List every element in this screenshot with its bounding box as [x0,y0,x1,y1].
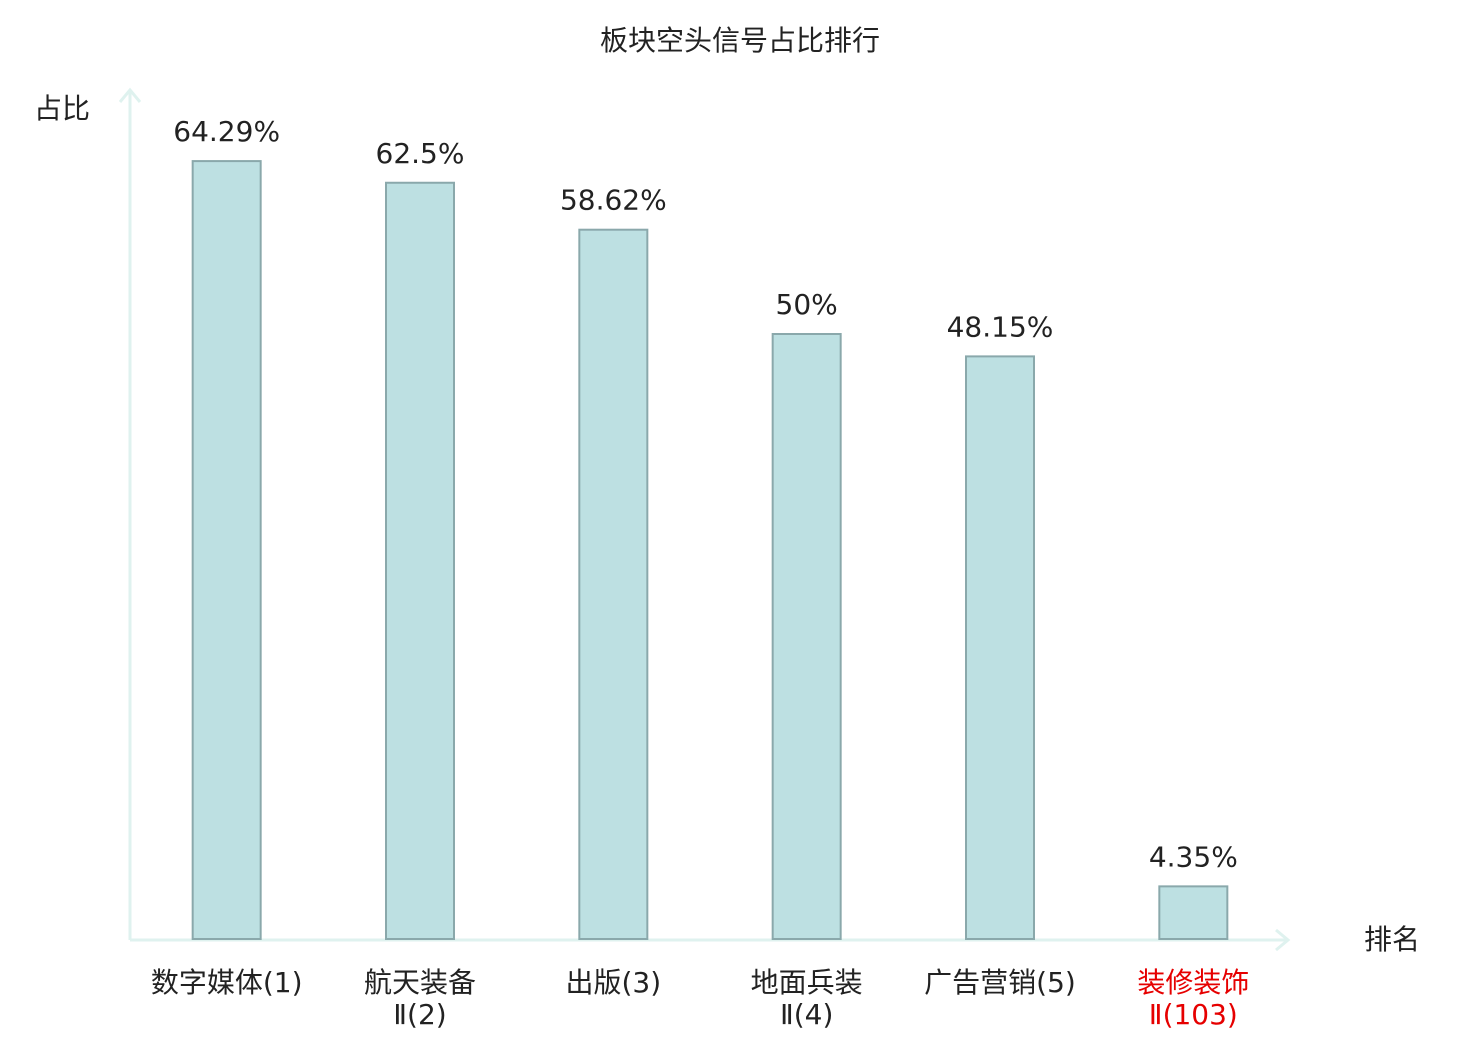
x-tick-label: 装修装饰 [1137,966,1249,999]
axes [118,87,1291,952]
bar [191,160,262,940]
x-axis-label: 排名 [1364,923,1420,956]
value-label: 50% [776,288,838,321]
x-axis-arrow [1275,928,1291,952]
x-tick-label: 航天装备 [364,966,476,999]
bar [965,355,1035,940]
x-tick-label: Ⅱ(4) [780,998,833,1031]
x-tick-label: 数字媒体(1) [151,966,303,999]
value-label: 48.15% [947,310,1054,343]
chart-title: 板块空头信号占比排行 [600,24,880,57]
x-tick-label: Ⅱ(2) [393,998,446,1031]
value-label: 64.29% [173,115,280,148]
x-tick-label: 广告营销(5) [924,966,1076,999]
value-label: 4.35% [1149,840,1238,873]
x-tick-label: 地面兵装 [751,966,863,999]
bar [385,181,455,940]
value-label: 62.5% [376,137,465,170]
value-label: 58.62% [560,184,667,217]
x-tick-label: 出版(3) [565,966,661,999]
y-axis-arrow [118,87,142,103]
y-axis-label: 占比 [34,92,90,125]
bar [771,333,842,940]
bar [578,228,649,940]
x-tick-label: Ⅱ(103) [1149,998,1238,1031]
bar [1158,885,1229,940]
